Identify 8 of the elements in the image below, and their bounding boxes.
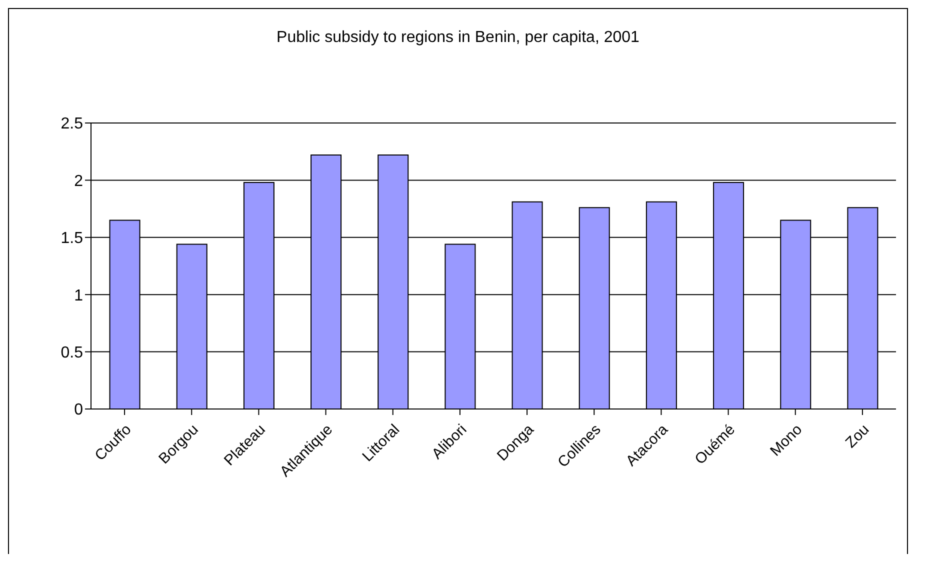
y-tick-label: 2	[74, 172, 84, 190]
chart-title: Public subsidy to regions in Benin, per capita, 2001	[276, 29, 640, 47]
y-tick-label: 1	[74, 287, 84, 304]
y-tick-label: 0	[74, 402, 84, 419]
y-tick-label: 0.5	[60, 344, 84, 362]
x-tick-label: Zou	[842, 421, 873, 452]
y-tick-label: 2.5	[60, 116, 84, 133]
y-tick-label: 1.5	[60, 230, 84, 248]
